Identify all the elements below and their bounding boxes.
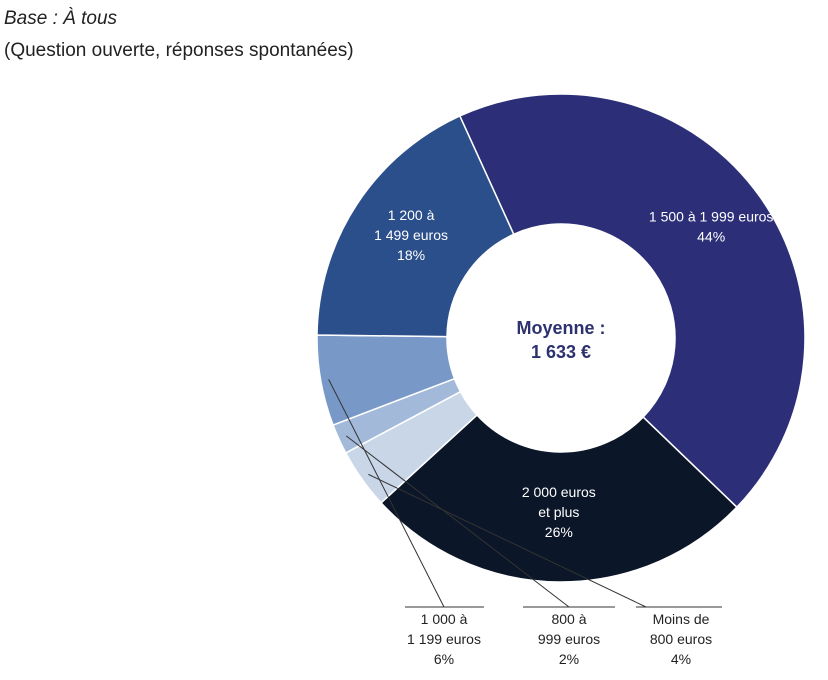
slice-label-1-500-1-999-euros: 1 500 à 1 999 euros 44% xyxy=(649,209,774,245)
slice-label-800-999-euros: 800 à 999 euros 2% xyxy=(538,611,600,667)
leader-line-800-999-euros xyxy=(345,435,570,608)
leader-line-moins-de-800-euros xyxy=(368,473,647,608)
slice-1-500-1-999-euros xyxy=(458,93,806,509)
center-average-label: Moyenne :1 633 € xyxy=(516,318,605,362)
slice-1-200-1-499-euros xyxy=(316,114,515,338)
slice-label-moins-de-800-euros: Moins de 800 euros 4% xyxy=(650,611,712,667)
leader-line-1-000-1-199-euros xyxy=(328,379,445,608)
slice-2-000-euros-et-plus xyxy=(380,413,738,583)
question-note: (Question ouverte, réponses spontanées) xyxy=(4,40,354,61)
slice-label-2-000-euros-et-plus: 2 000 euros et plus 26% xyxy=(522,484,596,540)
base-note: Base : À tous xyxy=(4,8,118,29)
